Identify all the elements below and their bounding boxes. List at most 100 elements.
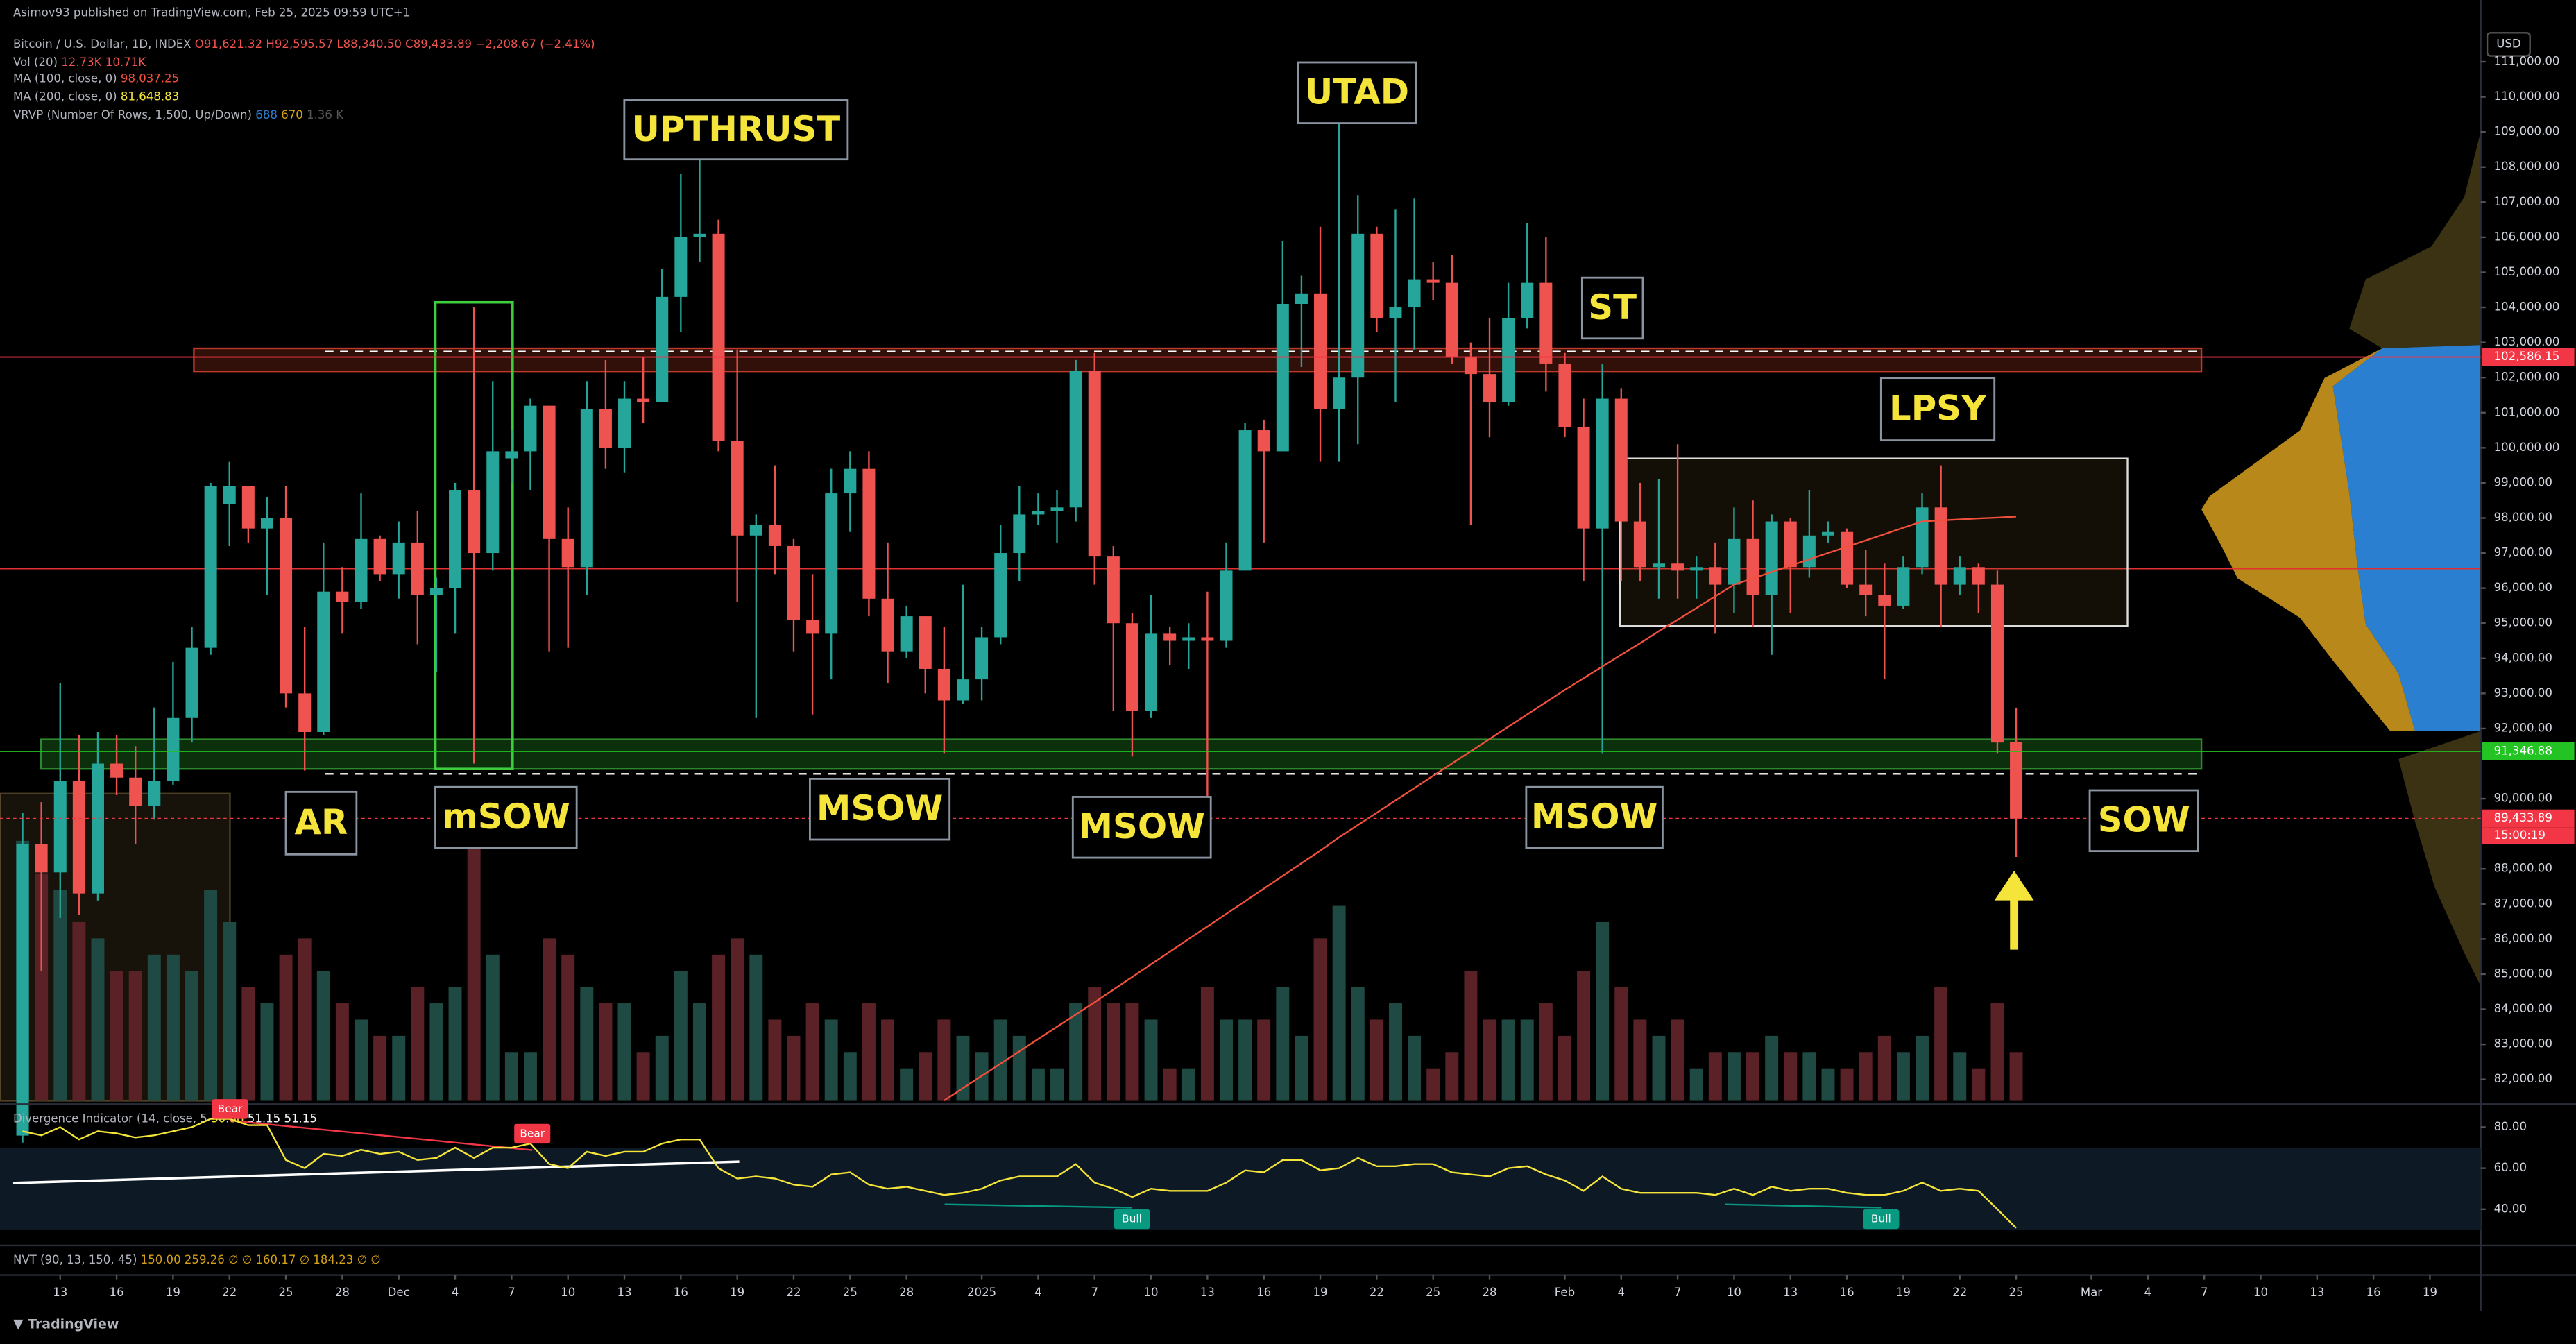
volume-bar — [355, 1019, 368, 1101]
x-tick-label: 7 — [1091, 1286, 1098, 1299]
volume-bar — [486, 954, 500, 1101]
candle-body — [844, 468, 857, 494]
trendline — [12, 1160, 740, 1184]
volume-bar — [824, 1019, 838, 1101]
volume-bar — [862, 1003, 876, 1101]
candle-body — [1182, 637, 1195, 641]
x-tick-label: 22 — [222, 1286, 237, 1299]
candle-body — [204, 486, 217, 648]
volume-bar — [335, 1003, 349, 1101]
candle-body — [185, 647, 198, 718]
y-tick-label: 86,000.00 — [2494, 932, 2552, 945]
volume-bar — [1012, 1035, 1026, 1101]
volume-bar — [543, 938, 556, 1101]
candle-body — [167, 717, 180, 781]
price-tag-label: 91,346.88 — [2494, 744, 2552, 757]
volume-bar — [1916, 1035, 1929, 1101]
y-tick-label: 100,000.00 — [2494, 441, 2560, 454]
candle-body — [712, 233, 725, 441]
volume-bar — [1689, 1068, 1703, 1101]
volume-bar — [1934, 987, 1948, 1101]
annotation: AR — [295, 802, 348, 842]
volume-bar — [1859, 1052, 1873, 1101]
candle-body — [16, 844, 29, 1136]
candle-body — [731, 441, 744, 536]
candle-body — [580, 409, 593, 568]
annotation: mSOW — [442, 797, 570, 837]
x-tick-label: 22 — [1952, 1286, 1967, 1299]
candle-body — [1859, 584, 1873, 595]
volume-bar — [1802, 1052, 1816, 1101]
volume-bar — [1840, 1068, 1854, 1101]
x-tick-label: 19 — [1896, 1286, 1911, 1299]
x-tick-label: 13 — [53, 1286, 67, 1299]
ma-line — [944, 516, 2017, 1102]
candle-body — [1897, 567, 1910, 606]
volume-bar — [1220, 1019, 1233, 1101]
x-tick-label: 25 — [843, 1286, 858, 1299]
volume-bar — [1877, 1035, 1891, 1101]
x-tick-label: 28 — [899, 1286, 914, 1299]
x-tick-label: 16 — [1256, 1286, 1271, 1299]
y-tick-label: 82,000.00 — [2494, 1072, 2552, 1085]
candle-body — [1558, 363, 1571, 427]
volume-bar — [429, 1003, 443, 1101]
y-tick-label: 90,000.00 — [2494, 792, 2552, 805]
candle-body — [1596, 398, 1609, 529]
candle-body — [1990, 584, 2004, 743]
lpsy-box — [1619, 457, 2129, 627]
volume-bar — [1295, 1035, 1308, 1101]
x-tick-label: Mar — [2081, 1286, 2102, 1299]
candle-body — [260, 518, 273, 529]
volume-bar — [223, 921, 237, 1101]
candle-body — [674, 237, 688, 297]
y-tick-label: 88,000.00 — [2494, 862, 2552, 875]
candle-body — [956, 679, 969, 701]
volume-bar — [279, 954, 293, 1101]
annotation: MSOW — [817, 788, 943, 828]
volume-profile — [2332, 345, 2481, 731]
candle-body — [1709, 567, 1722, 585]
vrvp-value: 688 — [255, 108, 278, 121]
y-tick-label: 80.00 — [2494, 1120, 2527, 1133]
candle-body — [825, 493, 838, 634]
y-tick-label: 87,000.00 — [2494, 896, 2552, 910]
divergence-tag-label: Bear — [520, 1127, 545, 1139]
volume-bar — [1408, 1035, 1422, 1101]
countdown-tag — [2482, 827, 2575, 844]
volume-bar — [561, 954, 575, 1101]
ma200-label: MA (200, close, 0) — [13, 90, 117, 103]
candle-body — [1841, 531, 1854, 585]
volume-bar — [599, 1003, 613, 1101]
candle-body — [862, 468, 876, 599]
candle-body — [1389, 307, 1402, 318]
volume-bar — [636, 1052, 650, 1101]
volume-bar — [147, 954, 161, 1101]
annotation: SOW — [2098, 800, 2190, 840]
vrvp-value: 1.36 K — [307, 108, 344, 121]
candle-body — [975, 637, 989, 680]
annotation: MSOW — [1079, 806, 1205, 847]
x-tick-label: 16 — [674, 1286, 688, 1299]
x-tick-label: 19 — [166, 1286, 180, 1299]
candle-body — [336, 591, 349, 602]
volume-bar — [1389, 1003, 1402, 1101]
osc-value: 51.15 — [248, 1112, 280, 1125]
x-tick-label: 13 — [1783, 1286, 1798, 1299]
volume-bar — [1370, 1019, 1383, 1101]
x-tick-label: 13 — [1200, 1286, 1215, 1299]
candle-body — [1633, 521, 1646, 568]
annotation-box — [434, 785, 578, 849]
candle-body — [1746, 538, 1759, 595]
candle-body — [881, 598, 894, 652]
y-tick-label: 83,000.00 — [2494, 1037, 2552, 1050]
volume-bar — [956, 1035, 970, 1101]
volume-bar — [1577, 971, 1591, 1101]
divergence-tag-label: Bull — [1122, 1213, 1142, 1225]
volume-bar — [128, 971, 142, 1101]
volume-bar — [298, 938, 312, 1101]
osc-band — [0, 1148, 2481, 1230]
y-tick-label: 60.00 — [2494, 1161, 2527, 1174]
x-tick-label: 7 — [2201, 1286, 2208, 1299]
volume-bar — [1539, 1003, 1553, 1101]
